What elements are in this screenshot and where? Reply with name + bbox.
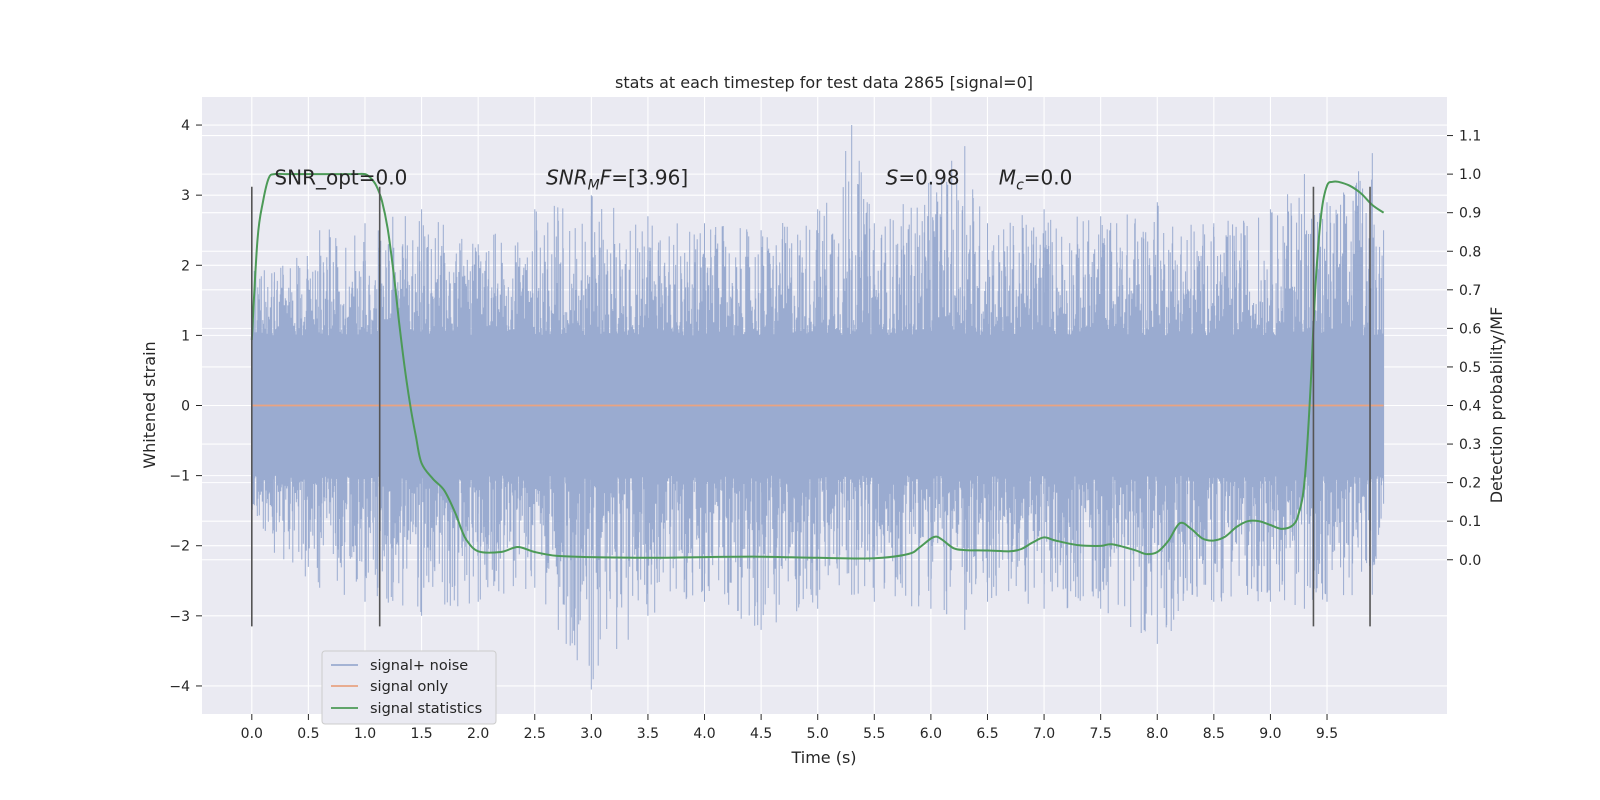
x-tick-label-1: 0.5 — [297, 726, 319, 742]
x-tick-label-2: 1.0 — [354, 726, 376, 742]
x-tick-label-10: 5.0 — [807, 726, 829, 742]
y2-tick-label-9: 0.2 — [1459, 476, 1481, 492]
x-tick-label-18: 9.0 — [1259, 726, 1281, 742]
y2-tick-label-6: 0.5 — [1459, 360, 1481, 376]
y2-tick-label-11: 0.0 — [1459, 553, 1481, 569]
legend: signal+ noise signal only signal statist… — [321, 650, 497, 725]
y2-tick-label-5: 0.6 — [1459, 321, 1481, 337]
signal-statistics-line — [250, 172, 1385, 560]
y2-tick-label-4: 0.7 — [1459, 283, 1481, 299]
x-tick-label-4: 2.0 — [467, 726, 489, 742]
legend-box — [321, 650, 497, 725]
signal-statistics-series — [250, 172, 1385, 560]
y-tick-label-3: 1 — [181, 328, 190, 344]
annotation-1: SNRMF=[3.96] — [546, 166, 688, 194]
x-tick-label-3: 1.5 — [410, 726, 432, 742]
x-tick-label-5: 2.5 — [524, 726, 546, 742]
x-tick-label-6: 3.0 — [580, 726, 602, 742]
annotations: SNR_opt=0.0 SNRMF=[3.96] S=0.98 Mc=0.0 — [274, 166, 1072, 194]
y2-tick-label-1: 1.0 — [1459, 167, 1481, 183]
y2-axis-ticks: 1.1 1.0 0.9 0.8 0.7 0.6 0.5 0.4 0.3 0.2 0.1 0.0 — [1447, 129, 1481, 569]
legend-label-signal-statistics: signal statistics — [370, 701, 482, 717]
x-tick-label-17: 8.5 — [1203, 726, 1225, 742]
x-tick-label-7: 3.5 — [637, 726, 659, 742]
vertical-markers — [251, 186, 1371, 627]
y-tick-label-0: 4 — [181, 118, 190, 134]
x-tick-label-11: 5.5 — [863, 726, 885, 742]
x-tick-label-12: 6.0 — [920, 726, 942, 742]
x-tick-label-8: 4.0 — [693, 726, 715, 742]
annotation-0: SNR_opt=0.0 — [274, 166, 407, 190]
y-tick-label-1: 3 — [181, 188, 190, 204]
annotation-2: S=0.98 — [886, 166, 960, 190]
y-tick-label-6: −2 — [169, 539, 190, 555]
y2-tick-label-10: 0.1 — [1459, 514, 1481, 530]
x-tick-label-16: 8.0 — [1146, 726, 1168, 742]
legend-label-signal-only: signal only — [370, 679, 449, 695]
x-tick-label-15: 7.5 — [1090, 726, 1112, 742]
y-tick-label-8: −4 — [169, 679, 190, 695]
y2-tick-label-7: 0.4 — [1459, 399, 1481, 415]
y2-axis-label: Detection probability/MF — [1487, 307, 1506, 504]
y-tick-label-7: −3 — [169, 609, 190, 625]
y-tick-label-4: 0 — [181, 399, 190, 415]
y2-tick-label-2: 0.9 — [1459, 206, 1481, 222]
x-tick-label-14: 7.0 — [1033, 726, 1055, 742]
y-tick-label-2: 2 — [181, 258, 190, 274]
x-tick-label-13: 6.5 — [976, 726, 998, 742]
x-tick-label-19: 9.5 — [1316, 726, 1338, 742]
y2-tick-label-0: 1.1 — [1459, 129, 1481, 145]
y2-tick-label-3: 0.8 — [1459, 244, 1481, 260]
y2-tick-label-8: 0.3 — [1459, 437, 1481, 453]
y-axis-ticks: 4 3 2 1 0 −1 −2 −3 −4 — [169, 118, 202, 695]
legend-label-signal-noise: signal+ noise — [370, 658, 468, 674]
x-tick-label-9: 4.5 — [750, 726, 772, 742]
y-tick-label-5: −1 — [169, 469, 190, 485]
chart-title: stats at each timestep for test data 286… — [615, 73, 1033, 92]
x-axis-ticks: 0.0 0.5 1.0 1.5 2.0 2.5 3.0 3.5 4.0 4.5 5.0 5.5 6.0 6… — [241, 714, 1338, 742]
y-axis-label: Whitened strain — [140, 341, 159, 468]
x-axis-label: Time (s) — [790, 748, 856, 767]
x-tick-label-0: 0.0 — [241, 726, 263, 742]
annotation-3: Mc=0.0 — [999, 166, 1073, 194]
